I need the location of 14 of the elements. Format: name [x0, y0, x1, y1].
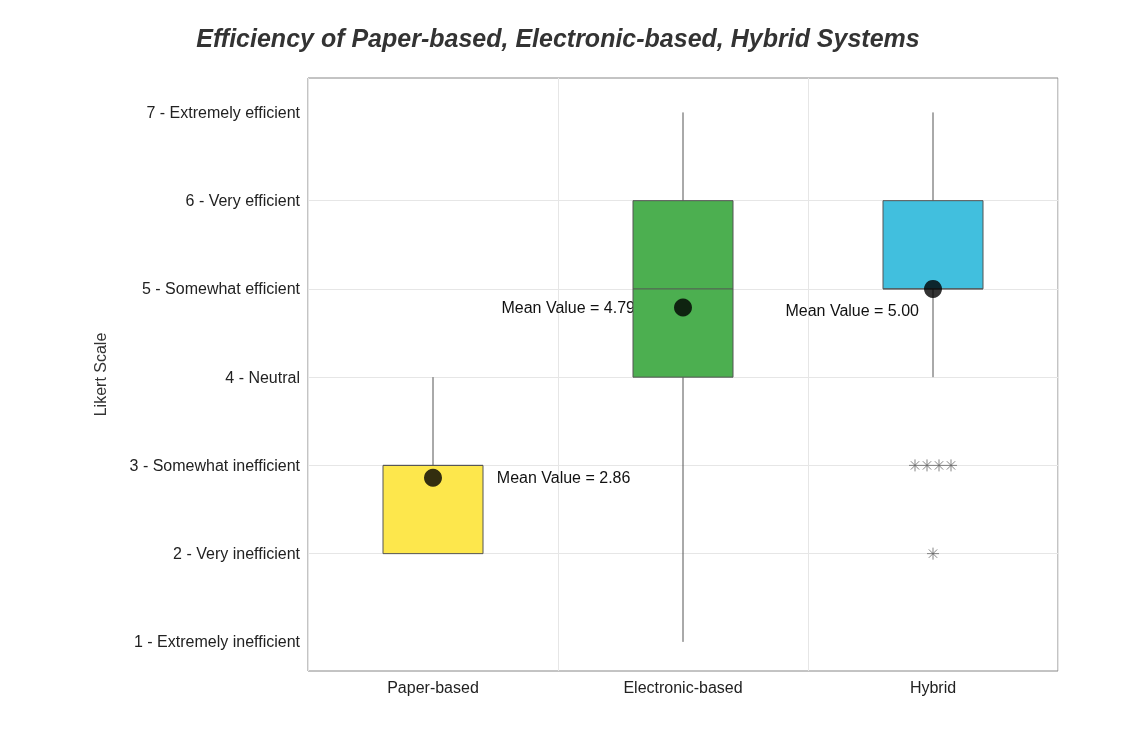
y-tick-label: 4 - Neutral	[225, 368, 300, 386]
chart-title: Efficiency of Paper-based, Electronic-based, Hybrid Systems	[196, 23, 920, 52]
y-axis-title: Likert Scale	[91, 332, 109, 417]
x-tick-label: Hybrid	[909, 678, 957, 696]
annotation: Mean Value = 2.86	[496, 469, 631, 487]
y-tick-label: 6 - Very efficient	[185, 192, 301, 210]
y-tick-label: 2 - Very inefficient	[173, 545, 301, 563]
x-tick-label: Paper-based	[387, 678, 479, 696]
y-tick-label: 3 - Somewhat inefficient	[129, 456, 301, 474]
annotation: Mean Value = 5.00	[785, 302, 920, 320]
x-tick-label: Electronic-based	[623, 678, 743, 696]
y-tick-label: 7 - Extremely efficient	[146, 103, 301, 121]
y-tick-label: 5 - Somewhat efficient	[141, 280, 301, 298]
y-tick-label: 1 - Extremely inefficient	[134, 633, 301, 651]
